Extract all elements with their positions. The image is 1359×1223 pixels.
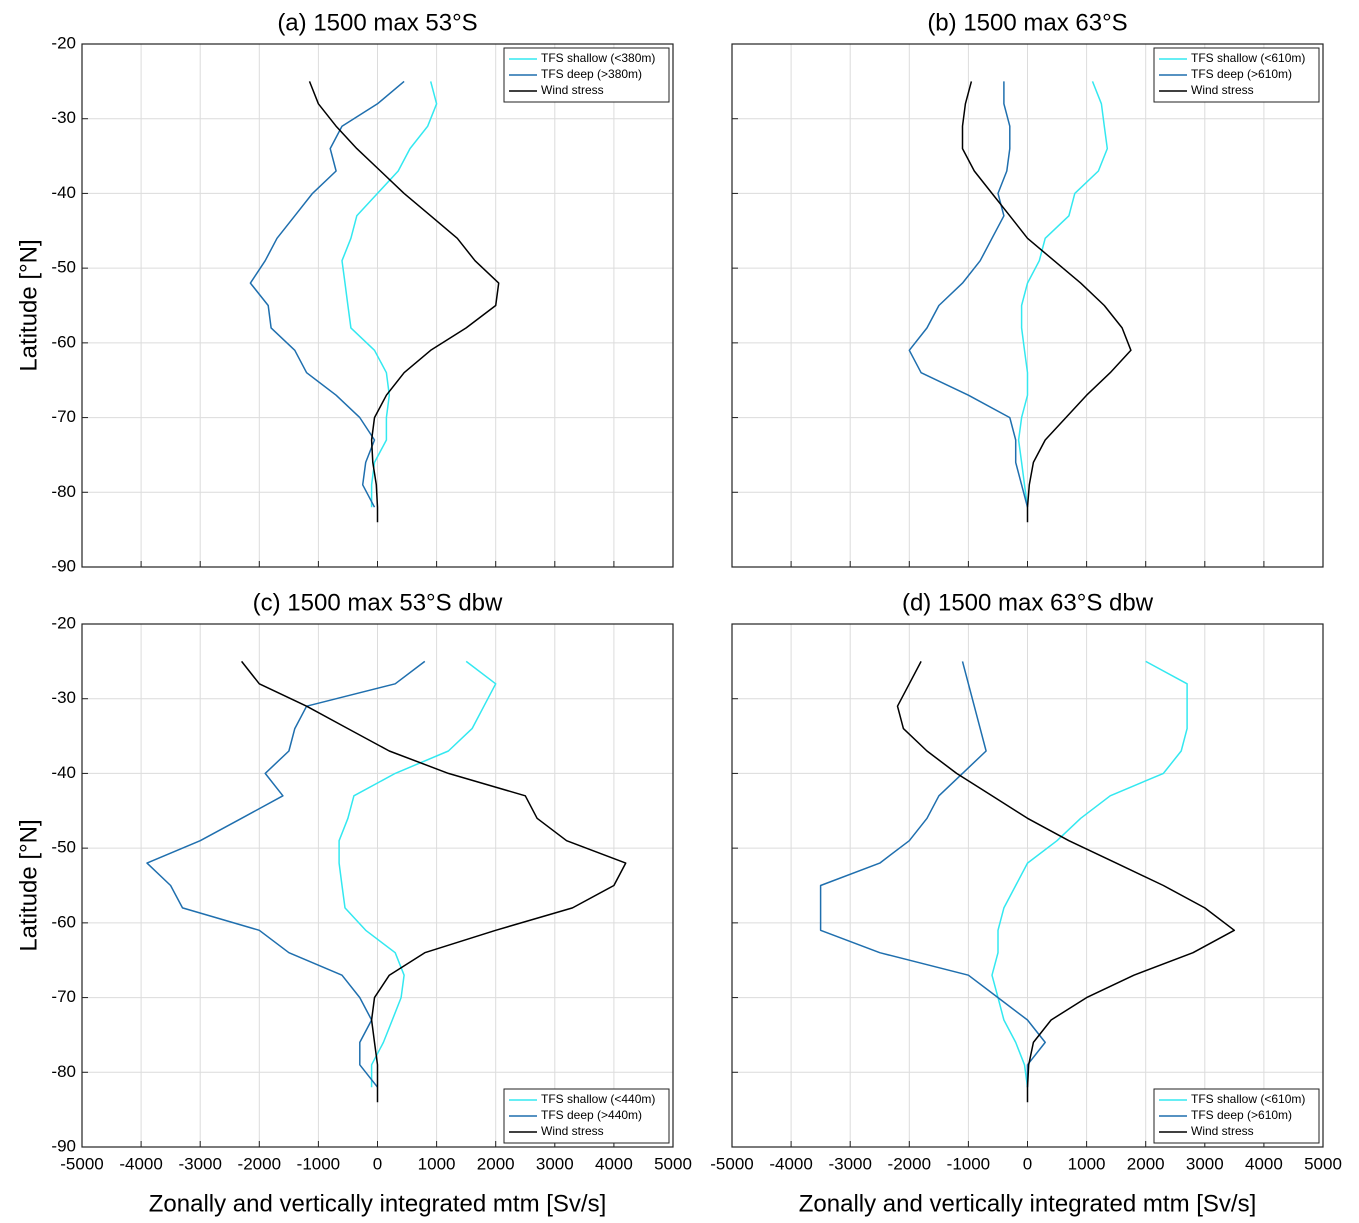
y-tick-label: -40 <box>51 763 76 782</box>
legend-label: TFS shallow (<610m) <box>1191 51 1305 65</box>
panel: -90 -80 -70 -60 -50 -40 -30 -20 (a) 1500 max 53°… <box>15 9 674 575</box>
data-line <box>1017 81 1109 508</box>
legend-label: TFS shallow (<440m) <box>541 1092 655 1106</box>
y-tick-label: -50 <box>51 838 76 857</box>
y-tick-label: -30 <box>51 108 76 127</box>
legend: TFS shallow (<380m) TFS deep (>380m) Wind … <box>503 47 670 103</box>
x-tick-label: 3000 <box>1186 1154 1224 1173</box>
legend-label: TFS shallow (<380m) <box>541 51 655 65</box>
data-line <box>961 81 1132 523</box>
plot-frame <box>731 43 1324 568</box>
y-tick-label: -70 <box>51 407 76 426</box>
x-tick-label: -5000 <box>60 1154 103 1173</box>
data-line <box>991 660 1188 1088</box>
x-tick-label: -5000 <box>710 1154 753 1173</box>
data-line <box>908 81 1029 508</box>
y-tick-label: -60 <box>51 332 76 351</box>
data-line <box>896 661 1236 1103</box>
y-tick-label: -40 <box>51 183 76 202</box>
panel: -5000 -4000 -3000 -2000 -1000 0 1000 2000 3000 40… <box>15 589 692 1217</box>
x-axis-label: Zonally and vertically integrated mtm [S… <box>799 1190 1257 1217</box>
y-tick-label: -50 <box>51 258 76 277</box>
legend: TFS shallow (<610m) TFS deep (>610m) Wind … <box>1153 1088 1320 1144</box>
chart-title: (b) 1500 max 63°S <box>927 9 1127 36</box>
x-tick-label: 4000 <box>595 1154 633 1173</box>
legend-label: Wind stress <box>1191 83 1254 97</box>
x-tick-label: 0 <box>373 1154 382 1173</box>
legend-label: TFS deep (>380m) <box>541 67 642 81</box>
legend-label: TFS deep (>610m) <box>1191 1108 1292 1122</box>
x-tick-label: -2000 <box>238 1154 281 1173</box>
legend-label: TFS deep (>610m) <box>1191 67 1292 81</box>
data-line <box>819 661 1046 1088</box>
panel: -5000 -4000 -3000 -2000 -1000 0 1000 2000 3000 40… <box>710 589 1342 1217</box>
x-tick-label: 5000 <box>654 1154 692 1173</box>
legend-label: TFS shallow (<610m) <box>1191 1092 1305 1106</box>
y-tick-label: -90 <box>51 1136 76 1155</box>
x-tick-label: -1000 <box>297 1154 340 1173</box>
x-tick-label: 5000 <box>1304 1154 1342 1173</box>
plot-frame <box>81 623 674 1148</box>
legend-label: Wind stress <box>541 1124 604 1138</box>
y-axis-label: Latitude [°N] <box>15 819 42 951</box>
data-line <box>308 81 500 523</box>
x-tick-label: 1000 <box>1068 1154 1106 1173</box>
x-tick-label: 2000 <box>1127 1154 1165 1173</box>
plot-frame <box>81 43 674 568</box>
y-tick-label: -90 <box>51 556 76 575</box>
x-tick-label: -1000 <box>947 1154 990 1173</box>
x-tick-label: -3000 <box>178 1154 221 1173</box>
plot-frame <box>731 623 1324 1148</box>
data-line <box>241 660 627 1103</box>
x-tick-label: 3000 <box>536 1154 574 1173</box>
data-line <box>338 660 497 1088</box>
y-tick-label: -70 <box>51 987 76 1006</box>
legend: TFS shallow (<440m) TFS deep (>440m) Wind … <box>503 1088 670 1144</box>
x-axis-label: Zonally and vertically integrated mtm [S… <box>149 1190 607 1217</box>
x-tick-label: -4000 <box>769 1154 812 1173</box>
x-tick-label: 1000 <box>418 1154 456 1173</box>
y-axis-label: Latitude [°N] <box>15 239 42 371</box>
y-tick-label: -80 <box>51 482 76 501</box>
chart-title: (d) 1500 max 63°S dbw <box>902 589 1154 616</box>
y-tick-label: -20 <box>51 613 76 632</box>
x-tick-label: 4000 <box>1245 1154 1283 1173</box>
x-tick-label: -2000 <box>888 1154 931 1173</box>
chart-title: (c) 1500 max 53°S dbw <box>253 589 503 616</box>
x-tick-label: -4000 <box>119 1154 162 1173</box>
x-tick-label: 2000 <box>477 1154 515 1173</box>
legend: TFS shallow (<610m) TFS deep (>610m) Wind … <box>1153 47 1320 103</box>
chart-title: (a) 1500 max 53°S <box>277 9 477 36</box>
y-tick-label: -20 <box>51 33 76 52</box>
y-tick-label: -30 <box>51 688 76 707</box>
y-tick-label: -60 <box>51 912 76 931</box>
x-tick-label: 0 <box>1023 1154 1032 1173</box>
y-tick-label: -80 <box>51 1062 76 1081</box>
data-line <box>146 660 426 1088</box>
x-tick-label: -3000 <box>828 1154 871 1173</box>
data-line <box>341 81 438 508</box>
legend-label: TFS deep (>440m) <box>541 1108 642 1122</box>
legend-label: Wind stress <box>1191 1124 1254 1138</box>
legend-label: Wind stress <box>541 83 604 97</box>
